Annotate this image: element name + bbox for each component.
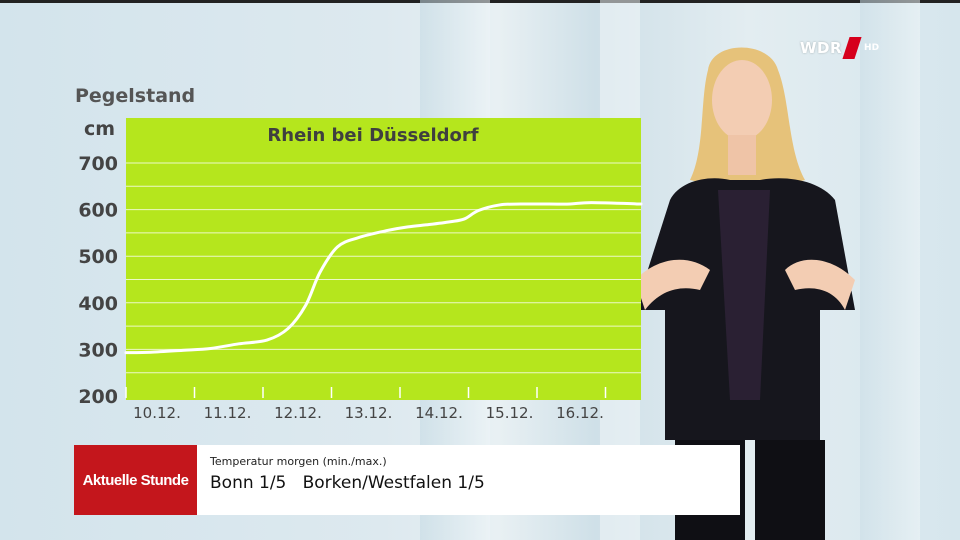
info-box: Temperatur morgen (min./max.) Bonn 1/5 B… bbox=[197, 445, 740, 515]
x-tick-label: 10.12. bbox=[133, 404, 181, 422]
y-tick-label: 200 bbox=[78, 386, 118, 408]
lower-third: Aktuelle Stunde Temperatur morgen (min./… bbox=[74, 445, 740, 515]
y-tick-label: 300 bbox=[78, 339, 118, 361]
x-tick-label: 12.12. bbox=[274, 404, 322, 422]
x-tick-marks bbox=[125, 387, 607, 398]
show-brand-box: Aktuelle Stunde bbox=[74, 445, 197, 515]
y-tick-label: 700 bbox=[78, 153, 118, 175]
x-tick-label: 14.12. bbox=[415, 404, 463, 422]
y-unit-label: cm bbox=[84, 118, 115, 140]
info-label: Temperatur morgen (min./max.) bbox=[210, 455, 387, 468]
chart-plot-area bbox=[126, 118, 641, 400]
y-tick-label: 500 bbox=[78, 246, 118, 268]
x-tick-label: 11.12. bbox=[204, 404, 252, 422]
hd-badge: HD bbox=[864, 43, 880, 53]
presenter-figure bbox=[635, 47, 855, 540]
x-tick-labels: 10.12. 11.12. 12.12. 13.12. 14.12. 15.12. 16.1… bbox=[133, 404, 604, 422]
x-tick-label: 16.12. bbox=[556, 404, 604, 422]
chart-title: Rhein bei Düsseldorf bbox=[267, 125, 478, 146]
water-level-line bbox=[124, 201, 643, 355]
grid-lines bbox=[126, 162, 641, 374]
show-name: Aktuelle Stunde bbox=[82, 471, 189, 489]
info-values: Bonn 1/5 Borken/Westfalen 1/5 bbox=[210, 473, 485, 493]
y-tick-label: 400 bbox=[78, 293, 118, 315]
x-tick-label: 13.12. bbox=[345, 404, 393, 422]
broadcaster-logo: WDR HD bbox=[800, 36, 879, 60]
x-tick-label: 15.12. bbox=[486, 404, 534, 422]
y-tick-label: 600 bbox=[78, 200, 118, 222]
logo-text: WDR bbox=[800, 39, 843, 57]
studio-panel bbox=[860, 0, 920, 540]
y-tick-labels: 200 300 400 500 600 700 bbox=[78, 153, 118, 408]
y-axis-label: Pegelstand bbox=[75, 85, 195, 107]
